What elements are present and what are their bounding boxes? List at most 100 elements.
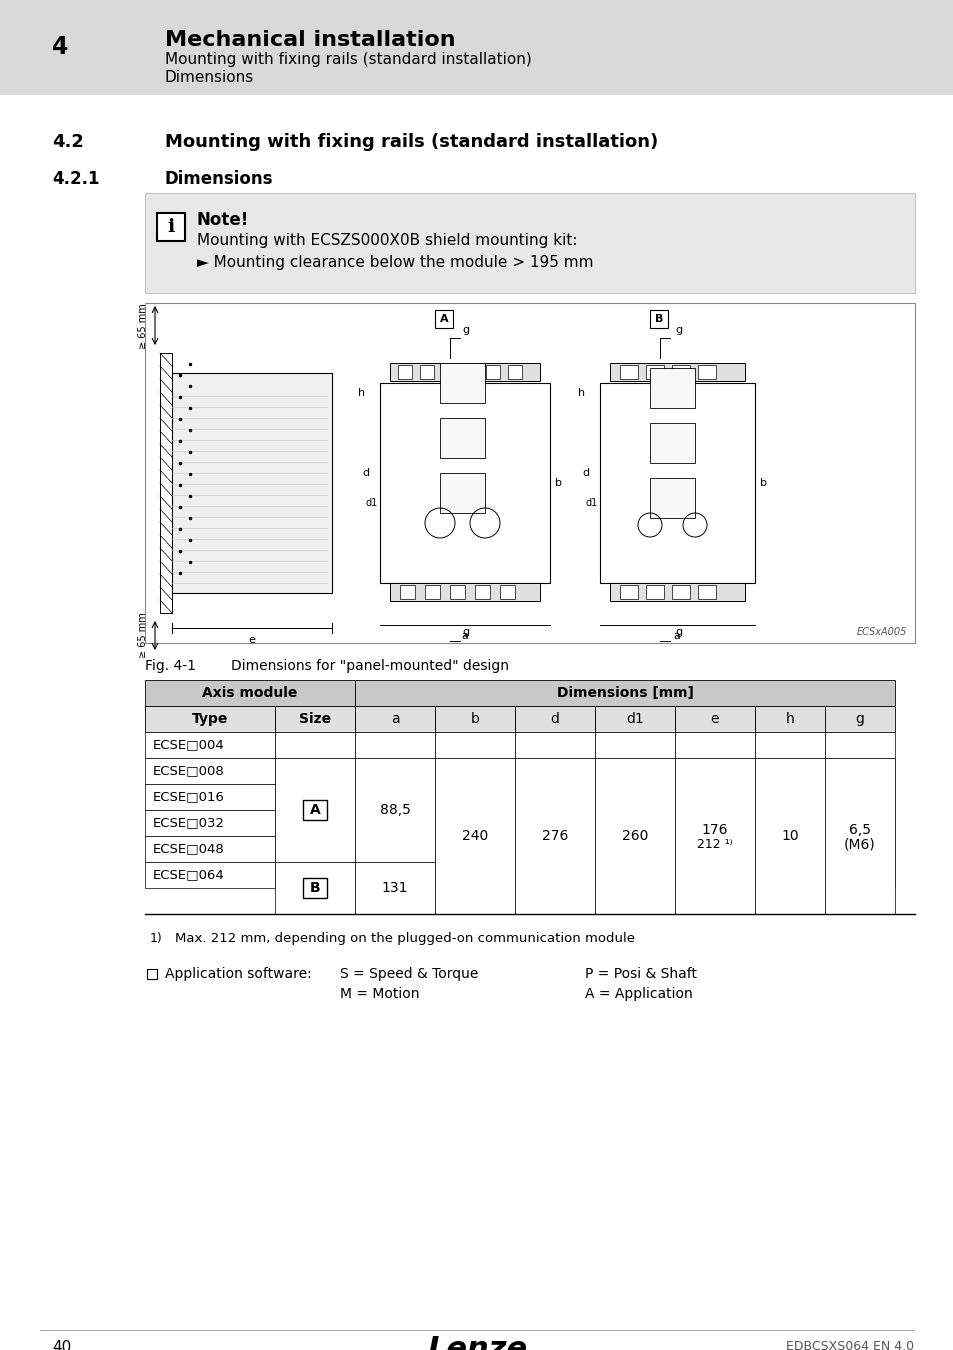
Text: 6,5: 6,5 — [848, 824, 870, 837]
Bar — [609, 583, 744, 601]
Bar — [754, 757, 824, 784]
Bar — [515, 784, 595, 810]
Text: ECSE□016: ECSE□016 — [152, 791, 225, 803]
Text: ≥ 65 mm: ≥ 65 mm — [138, 612, 148, 657]
Text: Fig. 4-1        Dimensions for "panel-mounted" design: Fig. 4-1 Dimensions for "panel-mounted" … — [145, 659, 509, 674]
Bar — [675, 757, 754, 914]
Text: ECSE□048: ECSE□048 — [152, 842, 225, 856]
Text: Mechanical installation: Mechanical installation — [165, 30, 456, 50]
Text: ECSxA005: ECSxA005 — [856, 626, 906, 637]
Bar — [595, 863, 675, 888]
Bar — [450, 585, 464, 599]
Bar — [645, 585, 663, 599]
Bar — [824, 784, 894, 810]
Text: 4: 4 — [52, 35, 69, 59]
Bar — [675, 863, 754, 888]
Text: Size: Size — [298, 711, 331, 726]
Bar — [675, 732, 754, 757]
Bar — [145, 810, 274, 836]
Bar — [507, 364, 521, 379]
Bar — [274, 836, 355, 863]
Text: M = Motion: M = Motion — [339, 987, 419, 1000]
Text: d1: d1 — [585, 498, 598, 508]
Bar — [274, 863, 355, 914]
Text: h: h — [578, 387, 584, 398]
Bar — [435, 863, 515, 888]
Bar — [355, 706, 435, 732]
Bar — [303, 801, 327, 819]
Bar — [355, 863, 435, 888]
Text: 40: 40 — [52, 1341, 71, 1350]
Bar — [435, 310, 453, 328]
Bar — [355, 757, 435, 784]
Bar — [675, 810, 754, 836]
Text: 4.2.1: 4.2.1 — [52, 170, 99, 188]
Bar — [355, 863, 435, 914]
Bar — [160, 352, 172, 613]
Text: d: d — [582, 468, 589, 478]
Text: b: b — [760, 478, 766, 487]
Bar — [599, 383, 754, 583]
Bar — [475, 585, 490, 599]
Bar — [379, 383, 550, 583]
Bar — [147, 969, 157, 979]
Bar — [619, 364, 638, 379]
Bar — [675, 784, 754, 810]
Text: EDBCSXS064 EN 4.0: EDBCSXS064 EN 4.0 — [785, 1341, 913, 1350]
Text: 212 ¹⁾: 212 ¹⁾ — [697, 838, 732, 852]
Bar — [424, 585, 439, 599]
Bar — [145, 706, 274, 732]
Text: ECSE□004: ECSE□004 — [152, 738, 225, 752]
Text: P = Posi & Shaft: P = Posi & Shaft — [584, 967, 697, 981]
Bar — [824, 757, 894, 914]
Text: A: A — [310, 803, 320, 817]
Bar — [824, 863, 894, 888]
Bar — [754, 836, 824, 863]
Bar — [397, 364, 412, 379]
Bar — [649, 369, 695, 408]
Text: Dimensions: Dimensions — [165, 70, 254, 85]
Bar — [145, 784, 274, 810]
Text: Max. 212 mm, depending on the plugged-on communication module: Max. 212 mm, depending on the plugged-on… — [174, 931, 635, 945]
Text: S = Speed & Torque: S = Speed & Torque — [339, 967, 477, 981]
Bar — [435, 706, 515, 732]
Text: Mounting with fixing rails (standard installation): Mounting with fixing rails (standard ins… — [165, 53, 531, 68]
Text: 260: 260 — [621, 829, 647, 842]
Bar — [274, 757, 355, 784]
Bar — [355, 810, 435, 836]
Bar — [435, 784, 515, 810]
Bar — [145, 732, 274, 757]
Bar — [824, 757, 894, 784]
Text: 276: 276 — [541, 829, 568, 842]
Bar — [595, 810, 675, 836]
Bar — [145, 836, 274, 863]
Text: 4.2: 4.2 — [52, 134, 84, 151]
Bar — [172, 373, 332, 593]
Bar — [515, 757, 595, 784]
Text: h: h — [357, 387, 365, 398]
Text: 131: 131 — [381, 882, 408, 895]
Bar — [754, 863, 824, 888]
Text: ECSE□008: ECSE□008 — [152, 764, 225, 778]
Text: ECSE□064: ECSE□064 — [152, 868, 225, 882]
Bar — [515, 836, 595, 863]
Text: ► Mounting clearance below the module > 195 mm: ► Mounting clearance below the module > … — [196, 255, 593, 270]
Text: Dimensions: Dimensions — [165, 170, 274, 188]
Bar — [274, 706, 355, 732]
Text: Note!: Note! — [196, 211, 249, 230]
Bar — [754, 784, 824, 810]
Bar — [499, 585, 515, 599]
Bar — [157, 213, 185, 242]
Bar — [645, 364, 663, 379]
Bar — [463, 364, 477, 379]
Bar — [303, 878, 327, 898]
Text: A = Application: A = Application — [584, 987, 692, 1000]
Text: 88,5: 88,5 — [379, 803, 410, 817]
Bar — [754, 706, 824, 732]
Bar — [390, 363, 539, 381]
Bar — [595, 732, 675, 757]
Bar — [439, 418, 484, 458]
Bar — [649, 478, 695, 518]
Bar — [698, 364, 716, 379]
Bar — [515, 732, 595, 757]
